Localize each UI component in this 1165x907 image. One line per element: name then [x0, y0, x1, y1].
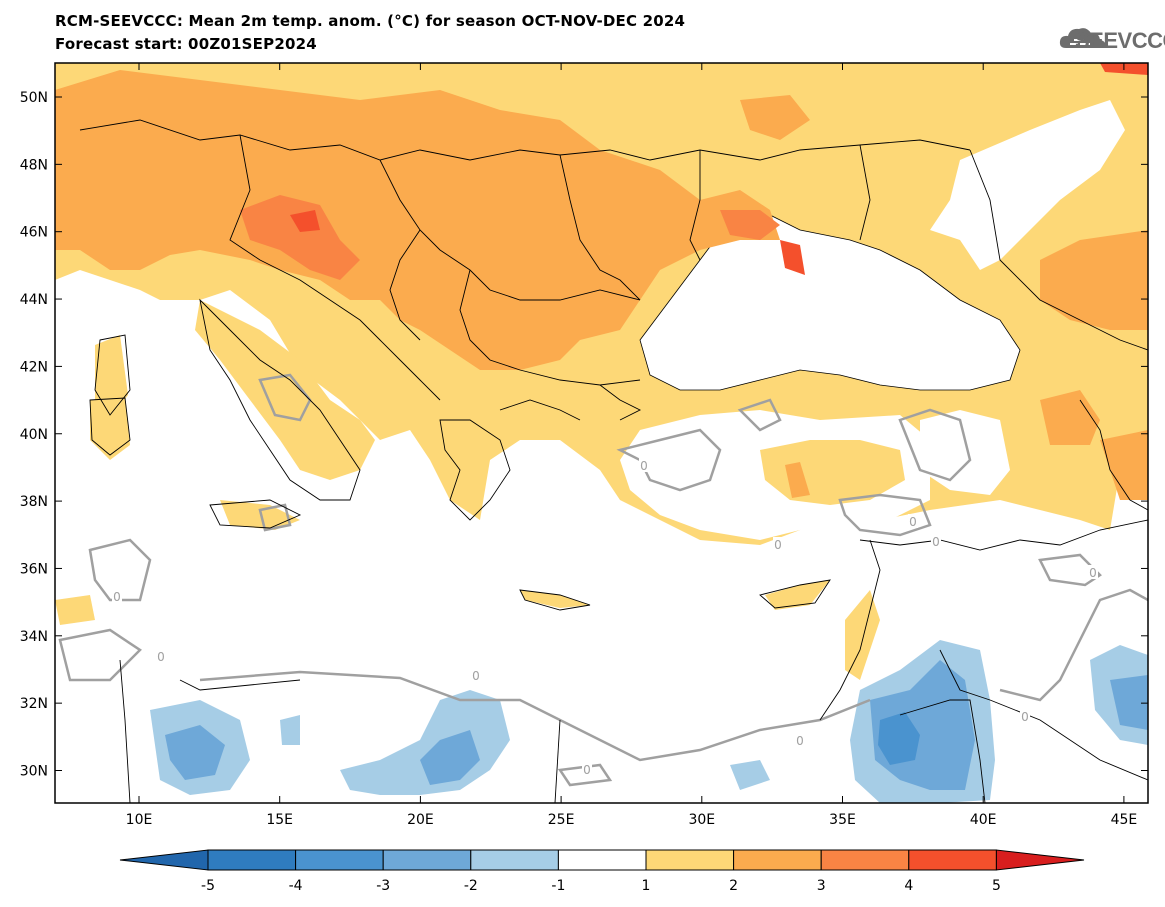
contour-zero-label: 0 [583, 763, 591, 777]
colorbar-label: -5 [201, 878, 215, 894]
lon-label: 25E [548, 812, 575, 828]
lat-label: 34N [20, 629, 48, 645]
colorbar-swatch [470, 849, 559, 871]
zero-contour [58, 373, 1148, 787]
lon-label: 30E [688, 812, 715, 828]
contour-zero-label: 0 [472, 669, 480, 683]
lat-label: 50N [20, 90, 48, 106]
colorbar-label: 1 [642, 878, 651, 894]
colorbar-swatch [207, 849, 297, 871]
lat-label: 30N [20, 764, 48, 780]
lon-label: 10E [126, 812, 153, 828]
colorbar-label: -1 [551, 878, 565, 894]
lon-label: 40E [970, 812, 997, 828]
colorbar-under-triangle [119, 849, 209, 871]
colorbar-label: 5 [992, 878, 1001, 894]
contour-zero-label: 0 [113, 590, 121, 604]
lon-label: 45E [1111, 812, 1138, 828]
colorbar-label: 4 [904, 878, 913, 894]
logo-text: SEEVCCC [1075, 28, 1165, 53]
latitude-axis: 50N 48N 46N 44N 42N 40N 38N 36N 34N 32N 30N [20, 90, 1148, 780]
contour-zero-label: 0 [640, 459, 648, 473]
colorbar-over-triangle [995, 849, 1085, 871]
map-frame [54, 62, 1149, 804]
lat-label: 46N [20, 225, 48, 241]
colorbar-swatch [382, 849, 472, 871]
colorbar-label: 3 [817, 878, 826, 894]
lat-label: 40N [20, 427, 48, 443]
contour-zero-label: 0 [774, 538, 782, 552]
colorbar-label: -4 [289, 878, 303, 894]
contour-labels: 0 0 0 0 0 0 0 0 0 0 0 [112, 458, 1098, 777]
longitude-axis: 10E 15E 20E 25E 30E 35E 40E 45E [126, 63, 1138, 828]
colorbar-swatch [733, 849, 822, 871]
anomaly-3-4-region [240, 195, 360, 280]
colorbar: -5 -4 -3 -2 -1 1 2 3 4 5 [119, 849, 1085, 894]
lon-label: 35E [829, 812, 856, 828]
lat-label: 48N [20, 157, 48, 173]
contour-zero-label: 0 [796, 734, 804, 748]
contour-zero-label: 0 [1021, 710, 1029, 724]
colorbar-label: -3 [376, 878, 390, 894]
anomaly-neg-2-3-region [165, 725, 225, 780]
colorbar-swatch [820, 849, 910, 871]
colorbar-label: 2 [729, 878, 738, 894]
lat-label: 36N [20, 561, 48, 577]
colorbar-swatch [295, 849, 384, 871]
lat-label: 32N [20, 696, 48, 712]
borders [79, 119, 1148, 803]
colorbar-swatch [908, 849, 997, 871]
lat-label: 42N [20, 359, 48, 375]
lat-label: 38N [20, 494, 48, 510]
map-field [55, 63, 1148, 803]
contour-zero-label: 0 [932, 535, 940, 549]
colorbar-label: -2 [464, 878, 478, 894]
colorbar-swatch [645, 849, 735, 871]
map-title: RCM-SEEVCCC: Mean 2m temp. anom. (°C) fo… [55, 12, 686, 30]
lon-label: 20E [407, 812, 434, 828]
cloud-icon [1059, 28, 1106, 48]
lat-label: 44N [20, 292, 48, 308]
contour-zero-label: 0 [157, 650, 165, 664]
contour-zero-label: 0 [1089, 566, 1097, 580]
contour-zero-label: 0 [909, 515, 917, 529]
colorbar-swatch [557, 849, 647, 871]
anomaly-neg-3-4-region [878, 712, 920, 765]
anomaly-2-3-region [55, 70, 780, 370]
lon-label: 15E [266, 812, 293, 828]
forecast-start-label: Forecast start: 00Z01SEP2024 [55, 35, 317, 53]
